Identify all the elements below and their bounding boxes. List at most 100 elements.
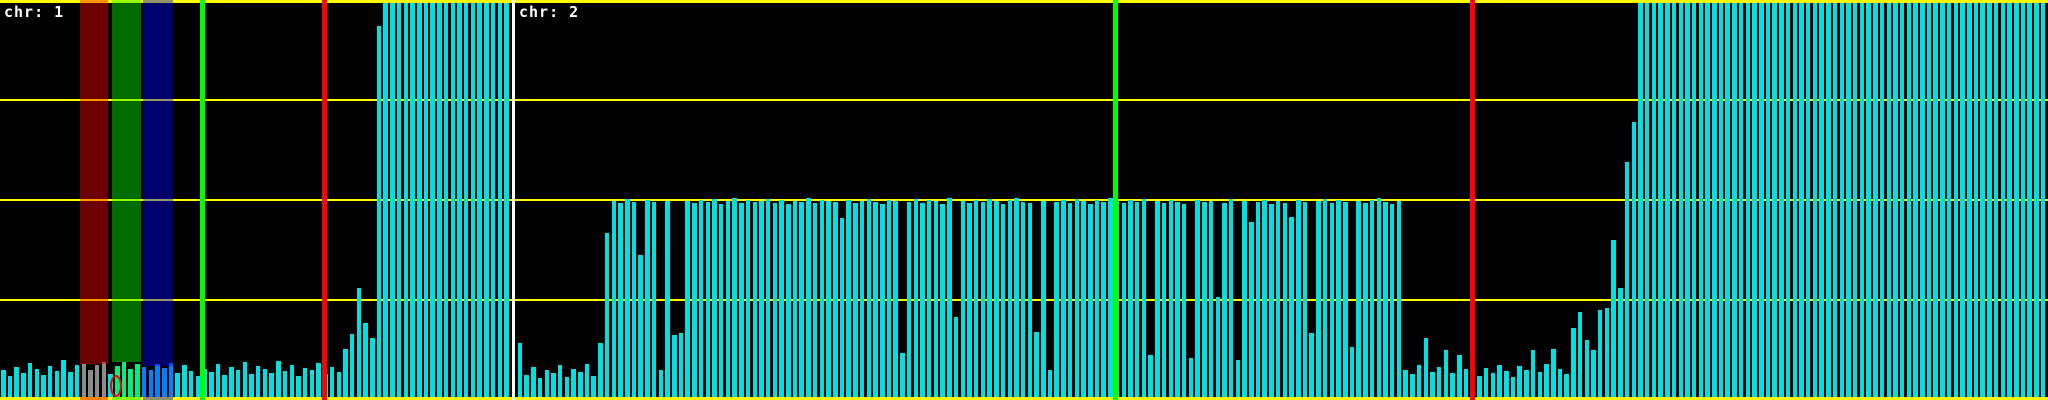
coverage-bar	[1712, 3, 1717, 400]
coverage-bar	[772, 203, 778, 400]
coverage-bar	[1832, 3, 1838, 400]
coverage-bar	[1047, 370, 1053, 400]
coverage-bar	[980, 202, 986, 400]
coverage-bar	[1691, 3, 1697, 400]
coverage-bar	[363, 323, 368, 400]
coverage-bar	[1289, 217, 1294, 400]
coverage-bar	[1235, 360, 1241, 400]
annotation-baseline-tint	[143, 397, 173, 400]
coverage-bar	[557, 365, 563, 400]
coverage-bar	[1658, 3, 1663, 400]
coverage-bar	[631, 202, 637, 400]
coverage-bar	[1738, 3, 1744, 400]
coverage-bar	[698, 200, 704, 400]
coverage-bar	[101, 362, 107, 400]
coverage-bar	[1249, 222, 1254, 400]
coverage-bar	[1973, 3, 1979, 400]
coverage-bar	[524, 375, 529, 400]
coverage-bar	[1296, 200, 1301, 400]
coverage-bar	[578, 372, 583, 400]
coverage-bar	[1061, 200, 1066, 400]
coverage-bar	[1846, 3, 1851, 400]
coverage-bar	[430, 3, 435, 400]
coverage-bar	[792, 201, 798, 400]
coverage-bar	[1805, 3, 1811, 400]
coverage-bar	[1799, 3, 1804, 400]
coverage-bar	[1195, 200, 1200, 400]
coverage-bar	[1376, 198, 1382, 400]
coverage-bar	[343, 349, 348, 400]
coverage-bar	[1517, 366, 1522, 400]
coverage-bar	[222, 375, 227, 400]
coverage-bar	[1054, 202, 1059, 400]
coverage-bar	[987, 199, 992, 400]
coverage-bar	[262, 369, 268, 400]
coverage-bar	[1067, 203, 1073, 400]
coverage-bar	[209, 372, 214, 400]
coverage-bar	[1014, 198, 1019, 400]
coverage-bar	[604, 233, 610, 400]
coverage-bar	[994, 201, 999, 400]
coverage-bar	[786, 204, 791, 400]
coverage-bar	[477, 3, 482, 400]
coverage-bar	[1772, 3, 1777, 400]
coverage-bar	[886, 200, 892, 400]
coverage-bar	[1946, 3, 1952, 400]
coverage-bar	[672, 335, 677, 400]
coverage-bar	[1215, 297, 1220, 400]
coverage-bar	[329, 367, 335, 400]
coverage-bar	[1041, 201, 1046, 400]
coverage-bar	[282, 371, 288, 400]
coverage-bar	[1255, 202, 1261, 400]
coverage-bar	[1463, 369, 1469, 400]
coverage-bar	[121, 362, 127, 400]
coverage-bar	[195, 376, 201, 400]
coverage-bar	[1208, 201, 1214, 400]
coverage-bar	[1088, 204, 1093, 400]
coverage-bar	[1389, 204, 1395, 400]
coverage-bar	[1926, 3, 1932, 400]
coverage-bar	[349, 334, 355, 400]
coverage-bar	[1678, 3, 1683, 400]
coverage-bar	[1980, 3, 1985, 400]
annotation-baseline-tint	[80, 397, 108, 400]
coverage-bar	[1873, 3, 1878, 400]
coverage-bar	[229, 367, 234, 400]
coverage-bar	[1564, 374, 1569, 400]
coverage-bar	[1081, 201, 1086, 400]
coverage-bar	[27, 363, 33, 400]
coverage-bar	[1785, 3, 1791, 400]
coverage-bar	[638, 255, 643, 400]
coverage-bar	[651, 202, 657, 400]
panel-divider	[512, 0, 515, 400]
coverage-bar	[497, 3, 503, 400]
coverage-bar	[1899, 3, 1905, 400]
coverage-bar	[302, 368, 308, 400]
coverage-bar	[745, 200, 751, 400]
coverage-bar	[1960, 3, 1965, 400]
coverage-bar	[235, 370, 241, 400]
coverage-bar	[1477, 376, 1482, 400]
coverage-bar	[1839, 3, 1845, 400]
coverage-bar	[1779, 3, 1784, 400]
coverage-bar	[866, 199, 872, 400]
coverage-bar	[940, 204, 945, 400]
coverage-bar	[1893, 3, 1898, 400]
coverage-bar	[1631, 122, 1637, 400]
coverage-bar	[1859, 3, 1865, 400]
coverage-bar	[135, 364, 140, 400]
coverage-bar	[182, 365, 187, 400]
coverage-bar	[7, 376, 13, 400]
coverage-bar	[1222, 203, 1227, 400]
coverage-bar	[591, 376, 596, 400]
coverage-bar	[645, 200, 650, 400]
coverage-bar	[1611, 240, 1616, 400]
coverage-bar	[1953, 3, 1959, 400]
coverage-bar	[1316, 201, 1321, 400]
coverage-bar	[1624, 162, 1630, 400]
coverage-bar	[242, 362, 248, 400]
coverage-bar	[752, 202, 758, 400]
coverage-bar	[718, 204, 724, 400]
coverage-bar	[74, 365, 80, 400]
